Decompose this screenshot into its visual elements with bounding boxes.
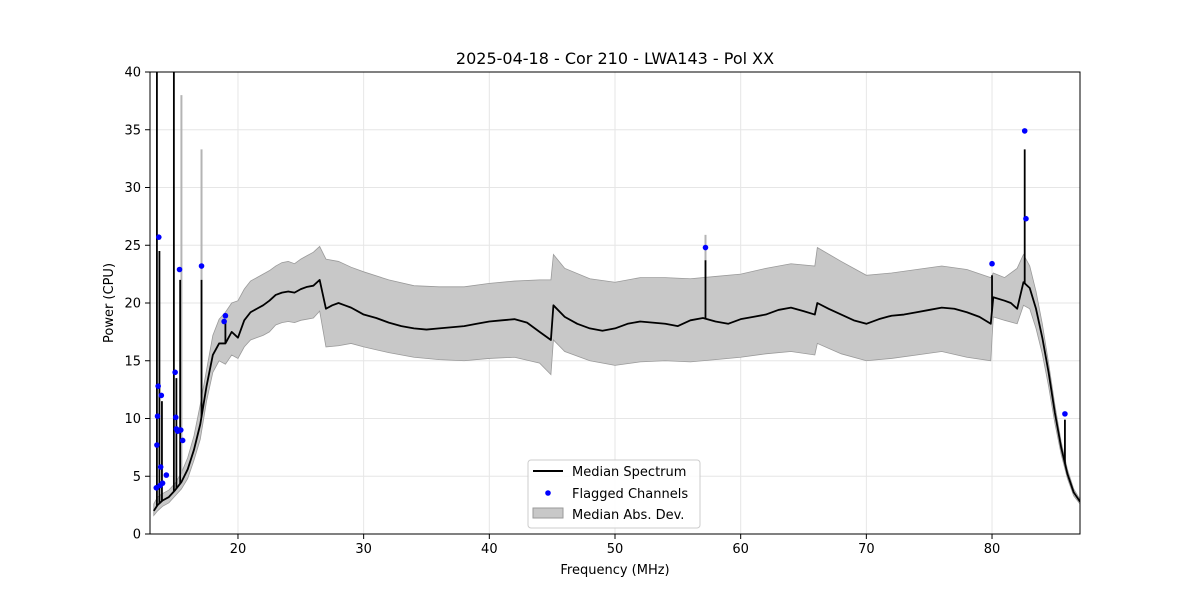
y-tick-label: 0 (133, 528, 141, 543)
y-tick-label: 40 (124, 66, 141, 81)
legend-box (527, 459, 701, 529)
y-tick-label: 35 (124, 123, 141, 138)
flagged-channel-point (172, 414, 179, 421)
flagged-channel-point (198, 263, 205, 269)
flagged-channel-point (157, 464, 164, 470)
flagged-channel-point (221, 318, 227, 325)
y-axis-label: Power (CPU) (102, 263, 117, 343)
flagged-channel-point (172, 369, 178, 376)
x-axis-ticks: 20 30 40 50 60 70 80 (230, 534, 1001, 557)
x-tick-label: 70 (858, 542, 875, 557)
flagged-channel-point (989, 260, 995, 267)
flagged-channel-point (1062, 411, 1068, 417)
y-tick-label: 25 (124, 239, 141, 254)
x-tick-label: 30 (355, 542, 372, 557)
flagged-channel-point (222, 312, 229, 319)
flagged-channel-point (177, 427, 184, 433)
x-tick-label: 50 (607, 542, 624, 557)
flagged-channel-point (1023, 215, 1029, 222)
y-tick-label: 10 (124, 412, 141, 427)
y-tick-label: 30 (124, 181, 141, 196)
legend: Median Spectrum Flagged Channels Median … (527, 459, 701, 529)
chart-title: 2025-04-18 - Cor 210 - LWA143 - Pol XX (456, 49, 774, 68)
y-tick-label: 5 (133, 470, 141, 485)
x-tick-label: 60 (732, 542, 749, 557)
legend-median-label: Median Spectrum (572, 465, 686, 480)
flagged-channel-point (155, 383, 161, 389)
legend-mad-label: Median Abs. Dev. (572, 508, 684, 523)
flagged-channel-point (156, 234, 162, 240)
legend-flagged-swatch (545, 490, 551, 496)
flagged-channel-point (158, 392, 165, 399)
flagged-channels (153, 128, 1068, 491)
flagged-channel-point (159, 480, 166, 486)
flagged-channel-point (179, 437, 186, 444)
y-axis-ticks: 0 5 10 15 20 25 30 35 40 (124, 66, 150, 543)
x-axis-label: Frequency (MHz) (560, 563, 669, 578)
flagged-channel-point (154, 442, 160, 448)
y-tick-label: 20 (124, 297, 141, 312)
mad-band-area (153, 245, 1080, 517)
flagged-channel-point (1021, 128, 1028, 134)
x-tick-label: 80 (984, 542, 1001, 557)
flagged-channel-point (163, 472, 170, 478)
flagged-channel-point (154, 413, 161, 419)
y-tick-label: 15 (124, 354, 141, 369)
median-spectrum-line (153, 279, 1080, 512)
x-tick-label: 20 (230, 542, 247, 557)
flagged-channel-point (176, 266, 183, 273)
flagged-channel-point (702, 244, 709, 251)
x-tick-label: 40 (481, 542, 498, 557)
legend-flagged-label: Flagged Channels (572, 487, 688, 502)
legend-mad-swatch (532, 507, 564, 519)
